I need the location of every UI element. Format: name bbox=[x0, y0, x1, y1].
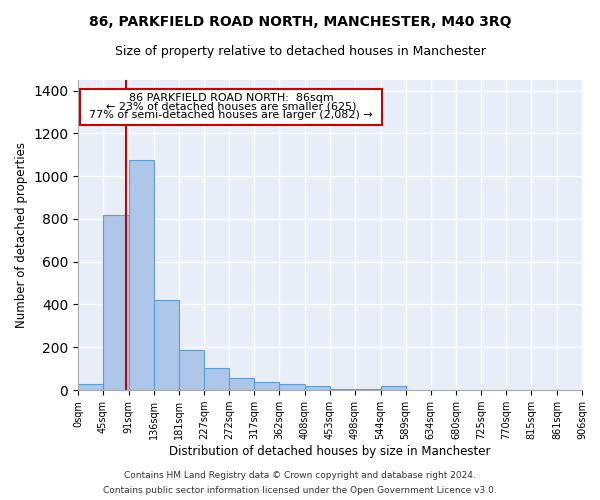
Bar bbox=[103, 214, 128, 390]
Text: 86 PARKFIELD ROAD NORTH:  86sqm: 86 PARKFIELD ROAD NORTH: 86sqm bbox=[128, 94, 334, 104]
X-axis label: Distribution of detached houses by size in Manchester: Distribution of detached houses by size … bbox=[169, 445, 491, 458]
Bar bbox=[78, 384, 103, 390]
Text: 86, PARKFIELD ROAD NORTH, MANCHESTER, M40 3RQ: 86, PARKFIELD ROAD NORTH, MANCHESTER, M4… bbox=[89, 15, 511, 29]
Bar bbox=[128, 160, 154, 390]
Text: Size of property relative to detached houses in Manchester: Size of property relative to detached ho… bbox=[115, 45, 485, 58]
Text: ← 23% of detached houses are smaller (625): ← 23% of detached houses are smaller (62… bbox=[106, 102, 356, 112]
Bar bbox=[179, 350, 204, 390]
Polygon shape bbox=[80, 88, 382, 125]
Bar bbox=[280, 384, 305, 390]
Text: 77% of semi-detached houses are larger (2,082) →: 77% of semi-detached houses are larger (… bbox=[89, 110, 373, 120]
Text: Contains HM Land Registry data © Crown copyright and database right 2024.: Contains HM Land Registry data © Crown c… bbox=[124, 471, 476, 480]
Y-axis label: Number of detached properties: Number of detached properties bbox=[14, 142, 28, 328]
Bar bbox=[305, 386, 330, 390]
Bar bbox=[355, 389, 380, 390]
Bar bbox=[229, 378, 254, 390]
Bar bbox=[154, 300, 179, 390]
Bar bbox=[330, 389, 355, 390]
Text: Contains public sector information licensed under the Open Government Licence v3: Contains public sector information licen… bbox=[103, 486, 497, 495]
Bar bbox=[254, 382, 280, 390]
Bar bbox=[204, 368, 229, 390]
Bar bbox=[380, 386, 406, 390]
